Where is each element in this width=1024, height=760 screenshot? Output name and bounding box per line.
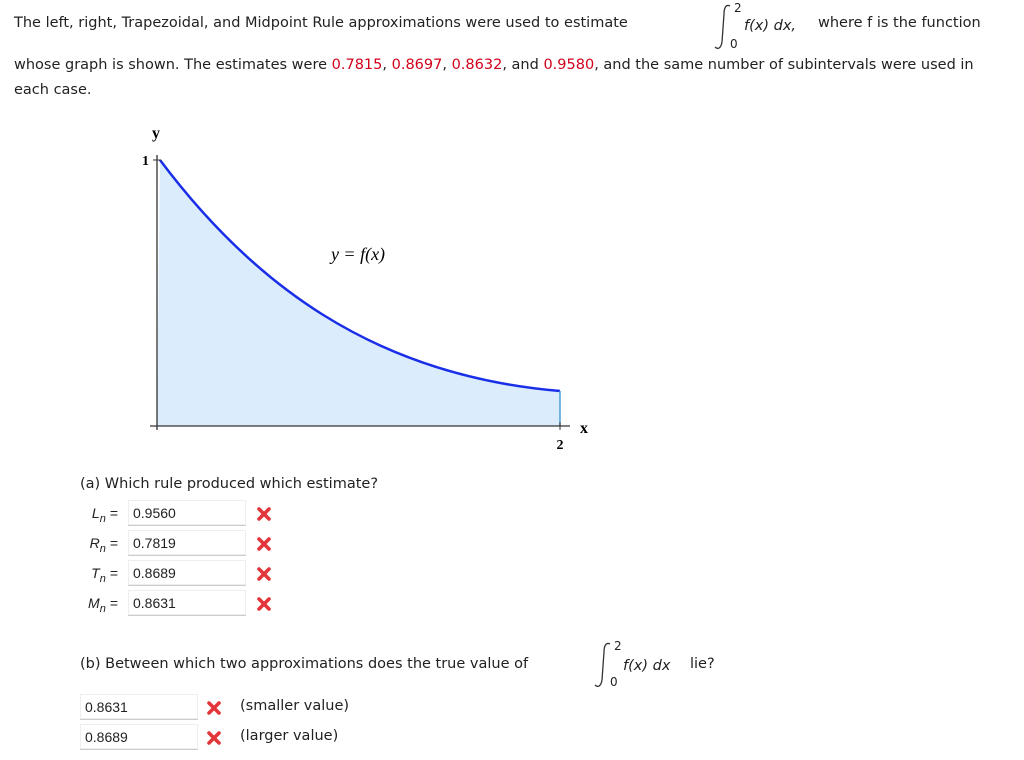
sentence-text: , and the same number of subintervals we… <box>14 57 979 98</box>
rule-symbol: T <box>91 565 100 581</box>
answer-input: 0.8689 <box>128 560 246 586</box>
intro-line-end: where f is the function <box>818 15 981 31</box>
integrand: f(x) dx <box>623 658 671 674</box>
answer-input: 0.8689 <box>80 724 198 750</box>
relation: = <box>109 505 118 521</box>
x-tick-label: 2 <box>557 438 564 453</box>
estimate: 0.7815 <box>331 57 383 73</box>
sentence-text: , and <box>502 57 544 73</box>
question-end: lie? <box>690 656 715 672</box>
question-b: (b) Between which two approximations doe… <box>80 656 529 672</box>
relation: = <box>109 565 118 581</box>
rule-subscript: n <box>99 602 106 615</box>
curve-label: y = f(x) <box>329 244 385 265</box>
y-axis-label: y <box>152 125 160 142</box>
incorrect-mark <box>257 537 271 551</box>
incorrect-mark <box>207 701 221 715</box>
lower-limit: 0 <box>730 37 738 51</box>
sentence-text: , <box>382 57 392 73</box>
y-tick-label: 1 <box>142 154 149 169</box>
integrand: f(x) dx, <box>744 18 797 34</box>
rule-symbol: R <box>89 535 100 551</box>
rule-subscript: n <box>99 542 106 555</box>
intro-line: The left, right, Trapezoidal, and Midpoi… <box>14 15 628 31</box>
intro-sentence: whose graph is shown. The estimates were… <box>14 53 1004 103</box>
upper-limit: 2 <box>614 639 622 653</box>
relation: = <box>109 535 118 551</box>
rule-label: Ln = <box>80 500 118 532</box>
estimate: 0.8632 <box>451 57 503 73</box>
sentence-text: whose graph is shown. The estimates were <box>14 57 332 73</box>
integral-sign <box>714 4 731 49</box>
rule-label: Mn = <box>80 590 118 622</box>
incorrect-mark <box>257 507 271 521</box>
sentence-text: , <box>442 57 452 73</box>
area <box>157 160 560 426</box>
answer-note: (larger value) <box>240 728 339 744</box>
answer-input: 0.9560 <box>128 500 246 526</box>
relation: = <box>109 595 118 611</box>
incorrect-mark <box>257 597 271 611</box>
curve <box>159 159 561 393</box>
graph: y 1 x 2 y = f(x) <box>142 125 588 453</box>
answer-input: 0.8631 <box>80 694 198 720</box>
estimate: 0.9580 <box>543 57 595 73</box>
rule-label: Tn = <box>80 560 118 592</box>
estimate: 0.8697 <box>391 57 443 73</box>
integral-sign <box>594 642 611 687</box>
x-axis-label: x <box>580 420 588 437</box>
incorrect-mark <box>207 731 221 745</box>
upper-limit: 2 <box>734 1 742 15</box>
rule-label: Rn = <box>80 530 118 562</box>
answer-note: (smaller value) <box>240 698 350 714</box>
answer-input: 0.7819 <box>128 530 246 556</box>
lower-limit: 0 <box>610 675 618 689</box>
question-a: (a) Which rule produced which estimate? <box>80 476 379 492</box>
rule-symbol: L <box>91 505 100 521</box>
rule-subscript: n <box>99 512 106 525</box>
rule-symbol: M <box>88 595 100 611</box>
incorrect-mark <box>257 567 271 581</box>
answer-input: 0.8631 <box>128 590 246 616</box>
rule-subscript: n <box>99 572 106 585</box>
